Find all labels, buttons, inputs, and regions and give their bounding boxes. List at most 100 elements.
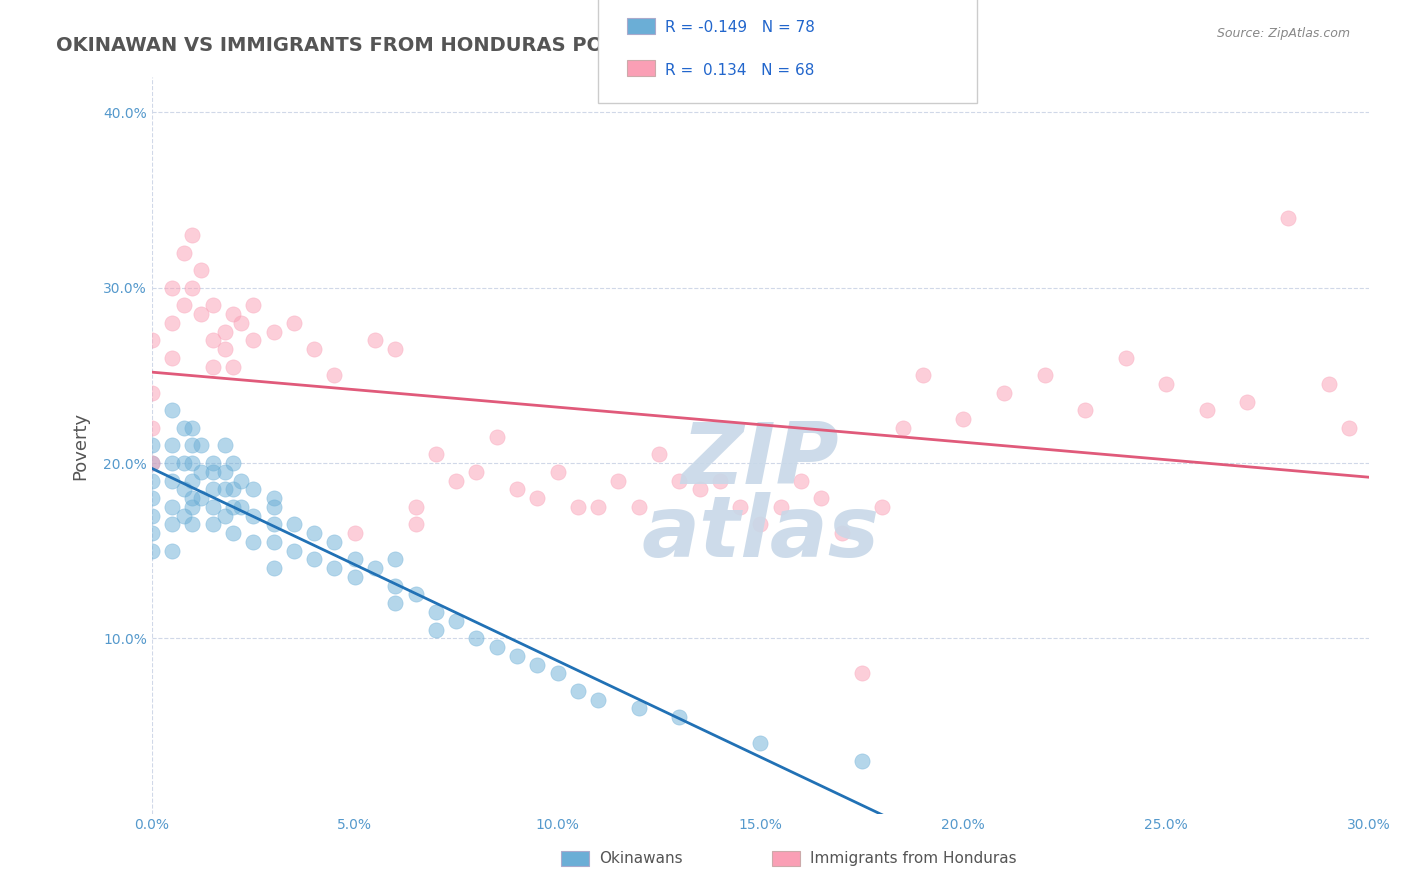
Point <box>173 483 195 497</box>
Point <box>405 500 427 514</box>
Point <box>364 334 387 348</box>
Point <box>160 351 183 365</box>
Point <box>911 368 934 383</box>
Point <box>141 456 163 470</box>
Point <box>668 710 690 724</box>
Point <box>384 579 406 593</box>
Point <box>173 298 195 312</box>
Point <box>214 483 236 497</box>
Point <box>201 298 224 312</box>
Point <box>263 534 285 549</box>
Point <box>851 666 873 681</box>
Point <box>173 245 195 260</box>
Text: atlas: atlas <box>641 492 880 575</box>
Text: R = -0.149   N = 78: R = -0.149 N = 78 <box>665 21 815 36</box>
Text: R =  0.134   N = 68: R = 0.134 N = 68 <box>665 62 814 78</box>
Point <box>1337 421 1360 435</box>
Point <box>263 517 285 532</box>
Point <box>607 474 630 488</box>
Point <box>173 456 195 470</box>
Point <box>141 438 163 452</box>
Point <box>283 517 305 532</box>
Point <box>1277 211 1299 225</box>
Point <box>160 474 183 488</box>
Point <box>283 316 305 330</box>
Point <box>343 552 366 566</box>
Point <box>242 483 264 497</box>
Point <box>231 316 253 330</box>
Point <box>405 517 427 532</box>
Point <box>181 456 204 470</box>
Point <box>190 465 212 479</box>
Point <box>201 465 224 479</box>
Point <box>214 342 236 356</box>
Point <box>689 483 711 497</box>
Point <box>993 385 1015 400</box>
Point <box>668 474 690 488</box>
Point <box>231 474 253 488</box>
Point <box>222 500 245 514</box>
Point <box>831 526 853 541</box>
Point <box>160 403 183 417</box>
Point <box>323 368 346 383</box>
Text: OKINAWAN VS IMMIGRANTS FROM HONDURAS POVERTY CORRELATION CHART: OKINAWAN VS IMMIGRANTS FROM HONDURAS POV… <box>56 36 914 54</box>
Point <box>181 438 204 452</box>
Y-axis label: Poverty: Poverty <box>72 411 89 480</box>
Point <box>1074 403 1097 417</box>
Point <box>141 474 163 488</box>
Point <box>181 281 204 295</box>
Point <box>526 491 548 505</box>
Point <box>567 500 589 514</box>
Point <box>222 483 245 497</box>
Point <box>141 334 163 348</box>
Point <box>465 465 488 479</box>
Point <box>283 543 305 558</box>
Point <box>160 517 183 532</box>
Point <box>141 491 163 505</box>
Point <box>214 438 236 452</box>
Point <box>181 517 204 532</box>
Point <box>728 500 751 514</box>
Point <box>242 298 264 312</box>
Point <box>627 701 650 715</box>
Point <box>201 483 224 497</box>
Point <box>160 438 183 452</box>
Point <box>214 325 236 339</box>
Point <box>214 508 236 523</box>
Text: Source: ZipAtlas.com: Source: ZipAtlas.com <box>1216 27 1350 40</box>
Point <box>222 456 245 470</box>
Point <box>222 359 245 374</box>
Point <box>364 561 387 575</box>
Text: Immigrants from Honduras: Immigrants from Honduras <box>810 852 1017 866</box>
Point <box>586 692 609 706</box>
Point <box>201 517 224 532</box>
Point <box>405 587 427 601</box>
Point <box>444 474 467 488</box>
Point <box>384 552 406 566</box>
Point <box>160 316 183 330</box>
Point <box>547 465 569 479</box>
Point <box>1236 394 1258 409</box>
Point <box>547 666 569 681</box>
Point <box>506 483 529 497</box>
Point <box>160 456 183 470</box>
Point <box>141 421 163 435</box>
Point <box>263 325 285 339</box>
Point <box>173 508 195 523</box>
Point <box>222 307 245 321</box>
Point <box>263 561 285 575</box>
Point <box>891 421 914 435</box>
Point <box>465 632 488 646</box>
Point <box>263 500 285 514</box>
Point <box>323 561 346 575</box>
Point <box>648 447 671 461</box>
Text: Okinawans: Okinawans <box>599 852 682 866</box>
Point <box>1195 403 1218 417</box>
Point <box>810 491 832 505</box>
Point <box>181 474 204 488</box>
Point <box>425 623 447 637</box>
Point <box>485 640 508 654</box>
Point <box>201 359 224 374</box>
Point <box>190 263 212 277</box>
Point <box>190 307 212 321</box>
